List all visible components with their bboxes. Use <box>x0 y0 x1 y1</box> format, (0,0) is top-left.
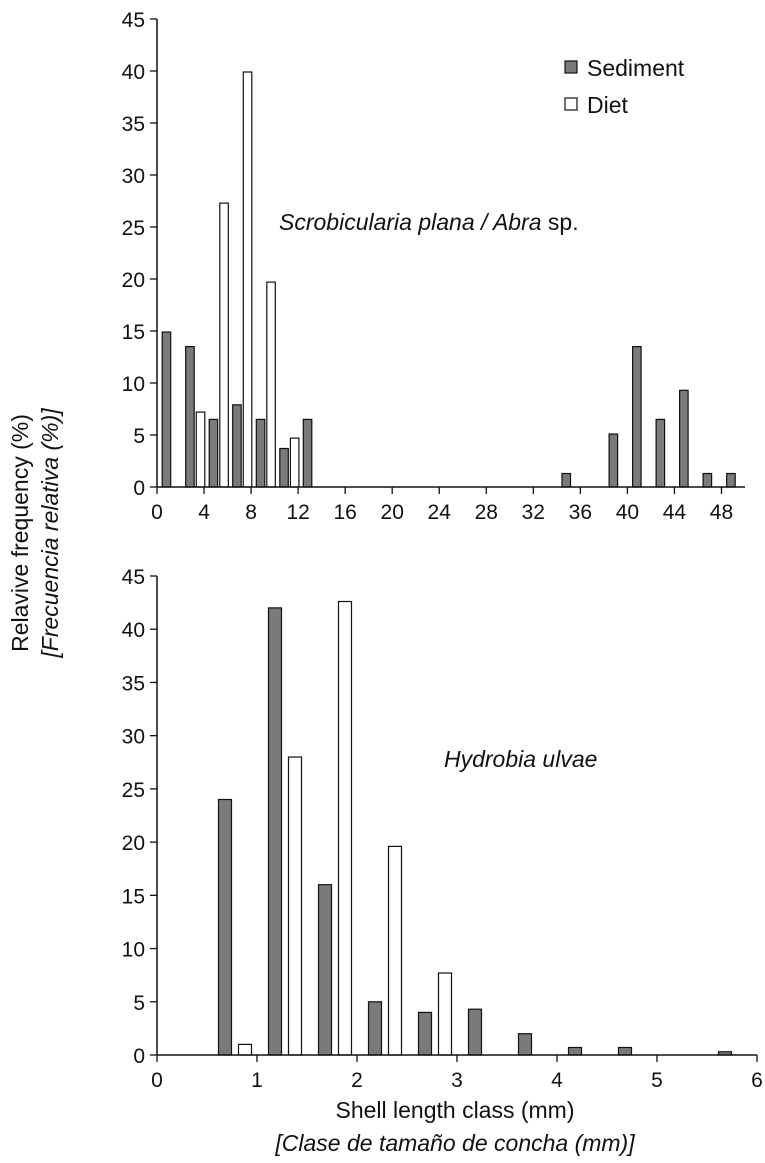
bar-sediment <box>517 1033 533 1056</box>
x-tick-label: 40 <box>616 501 639 524</box>
bar-sediment <box>726 472 736 488</box>
x-tick-label: 48 <box>710 501 733 524</box>
y-tick-label: 30 <box>122 165 145 188</box>
y-tick-label: 10 <box>122 939 145 962</box>
y-tick-label: 25 <box>122 217 145 240</box>
x-tick-label: 2 <box>351 1069 363 1092</box>
y-tick-label: 0 <box>133 477 145 500</box>
legend-swatch-diet <box>564 97 578 111</box>
y-tick-label: 40 <box>122 61 145 84</box>
bar-diet <box>266 281 276 488</box>
bar-sediment <box>317 884 333 1056</box>
y-tick-label: 20 <box>122 269 145 292</box>
title-part: / <box>475 209 493 235</box>
bar-sediment <box>617 1046 633 1056</box>
bar-sediment <box>267 607 283 1056</box>
bar-sediment <box>702 472 713 488</box>
bar-sediment <box>655 418 666 488</box>
y-tick-label: 30 <box>122 726 145 749</box>
bar-sediment <box>185 346 195 488</box>
bars-group <box>161 71 736 488</box>
bar-sediment <box>302 418 313 488</box>
x-tick-label: 0 <box>151 501 163 524</box>
bar-sediment <box>161 331 172 488</box>
title-part: Hydrobia ulvae <box>444 746 597 772</box>
x-axis-label-es: [Clase de tamaño de concha (mm)] <box>274 1130 635 1156</box>
x-axis-label: Shell length class (mm) <box>335 1097 574 1123</box>
bar-sediment <box>367 1001 383 1056</box>
bars-group <box>217 600 733 1056</box>
bar-sediment <box>567 1046 583 1056</box>
title-part: Scrobicularia plana <box>279 209 475 235</box>
legend-label-sediment: Sediment <box>587 55 685 81</box>
bar-diet <box>337 600 353 1056</box>
y-tick-label: 5 <box>133 425 145 448</box>
x-tick-label: 28 <box>475 501 498 524</box>
y-tick-label: 45 <box>122 9 145 32</box>
y-axis-label-group: Relavive frequency (%) [Frecuencia relat… <box>7 408 63 659</box>
legend-swatch-sediment <box>564 60 578 74</box>
y-tick-label: 15 <box>122 321 145 344</box>
bar-diet <box>287 756 303 1056</box>
x-tick-label: 0 <box>151 1069 163 1092</box>
bar-diet <box>289 437 300 488</box>
bar-sediment <box>255 418 266 488</box>
bar-sediment <box>279 447 289 488</box>
bar-diet <box>195 411 206 488</box>
bar-sediment <box>232 404 242 488</box>
chart-title-hydrobia: Hydrobia ulvae <box>444 746 597 772</box>
bar-diet <box>219 202 229 488</box>
x-tick-label: 6 <box>751 1069 763 1092</box>
legend-label-diet: Diet <box>587 92 629 118</box>
y-tick-label: 45 <box>122 566 145 589</box>
y-axis-label-es: [Frecuencia relativa (%)] <box>37 408 63 659</box>
y-tick-label: 5 <box>133 992 145 1015</box>
y-tick-label: 35 <box>122 113 145 136</box>
bar-diet <box>242 71 253 488</box>
y-tick-label: 20 <box>122 832 145 855</box>
legend: Sediment Diet <box>564 55 685 118</box>
bar-sediment <box>417 1011 433 1056</box>
x-tick-label: 44 <box>663 501 687 524</box>
bar-sediment <box>217 798 233 1056</box>
y-axis-label: Relavive frequency (%) <box>7 414 33 652</box>
x-tick-label: 36 <box>569 501 592 524</box>
x-tick-label: 12 <box>286 501 309 524</box>
bar-sediment <box>631 346 642 488</box>
bar-sediment <box>467 1008 483 1056</box>
y-tick-label: 10 <box>122 373 145 396</box>
bar-sediment <box>608 433 619 488</box>
bar-sediment <box>678 389 689 488</box>
x-tick-label: 1 <box>251 1069 263 1092</box>
x-tick-label: 20 <box>381 501 404 524</box>
x-tick-label: 3 <box>451 1069 463 1092</box>
title-part: Abra <box>491 209 542 235</box>
x-tick-label: 8 <box>245 501 257 524</box>
y-tick-label: 15 <box>122 885 145 908</box>
bar-diet <box>437 972 453 1056</box>
x-tick-label: 5 <box>651 1069 663 1092</box>
x-tick-label: 4 <box>551 1069 563 1092</box>
bar-sediment <box>561 472 572 488</box>
chart-title-scrobicularia: Scrobicularia plana / Abra sp. <box>279 209 579 235</box>
x-tick-label: 32 <box>522 501 545 524</box>
y-tick-label: 25 <box>122 779 145 802</box>
y-tick-label: 40 <box>122 619 145 642</box>
y-tick-label: 35 <box>122 672 145 695</box>
y-tick-label: 0 <box>133 1045 145 1068</box>
x-tick-label: 16 <box>333 501 356 524</box>
title-part: sp. <box>542 209 579 235</box>
bar-diet <box>237 1043 253 1056</box>
x-tick-label: 4 <box>198 501 210 524</box>
x-tick-label: 24 <box>428 501 452 524</box>
bar-sediment <box>208 418 219 488</box>
bar-diet <box>387 845 403 1056</box>
